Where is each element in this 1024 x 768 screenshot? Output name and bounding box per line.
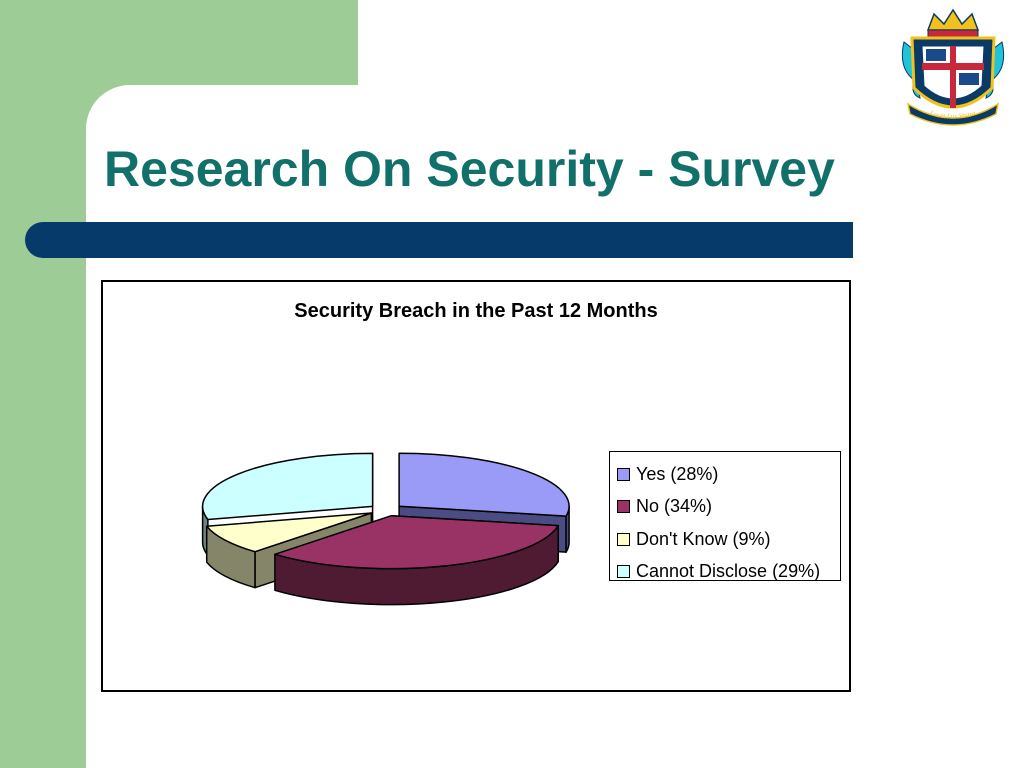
chart-legend: Yes (28%) No (34%) Don't Know (9%) Cannot D… [609,451,841,581]
legend-item: Yes (28%) [617,458,840,491]
legend-swatch [617,500,630,514]
pie-chart-panel: Security Breach in the Past 12 Months Ye… [101,280,851,692]
legend-swatch [617,467,630,481]
legend-label: No (34%) [636,496,713,517]
title-underline-bar [25,222,853,258]
pie-slice-1 [274,514,559,606]
svg-text:Lucet Lux Vestra: Lucet Lux Vestra [928,109,977,121]
legend-item: Cannot Disclose (29%) [617,556,840,589]
chart-title: Security Breach in the Past 12 Months [294,300,658,322]
legend-label: Yes (28%) [636,463,719,484]
legend-swatch [617,532,630,546]
legend-item: Don't Know (9%) [617,523,840,556]
legend-label: Don't Know (9%) [636,528,771,549]
college-crest-logo: Lucet Lux Vestra [901,8,1005,126]
legend-label: Cannot Disclose (29%) [636,561,821,582]
legend-item: No (34%) [617,491,840,524]
legend-swatch [617,565,630,579]
pie-chart-svg [201,452,570,606]
slide-title: Research On Security - Survey [104,141,835,197]
